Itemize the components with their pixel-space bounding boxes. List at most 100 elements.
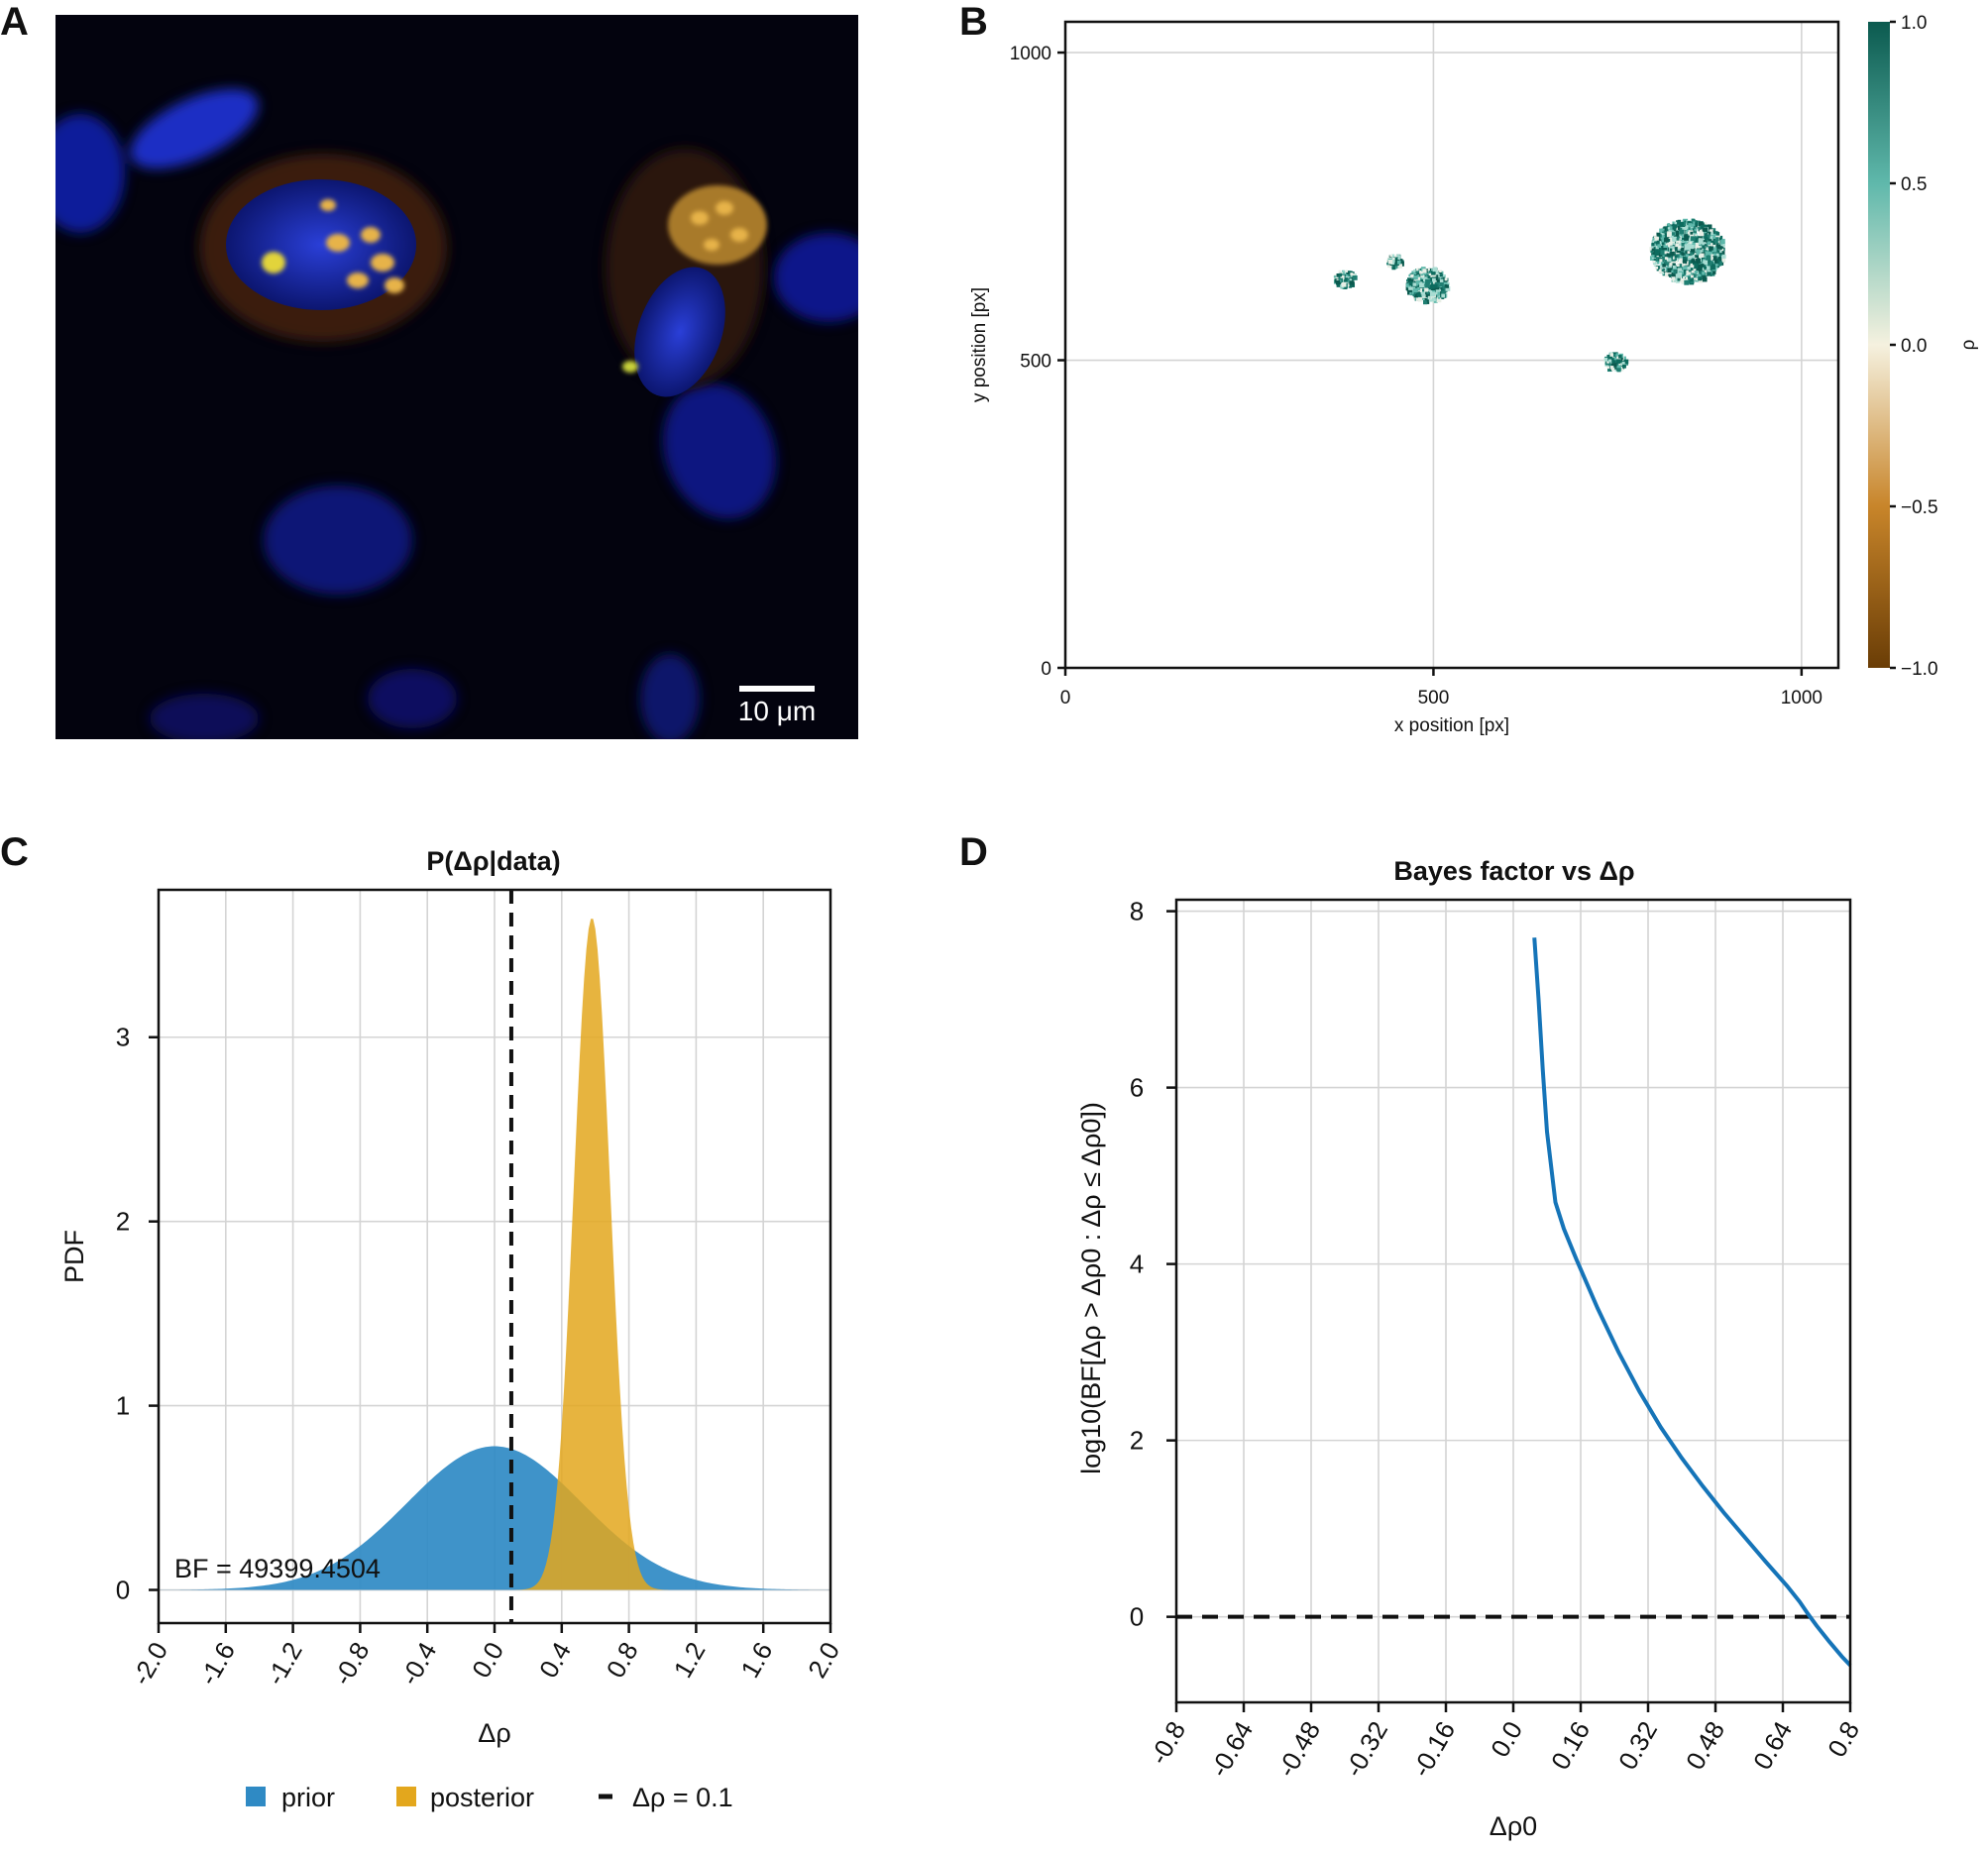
b-x-tick-label: 0 xyxy=(1060,688,1071,708)
b-cluster-pixel xyxy=(1439,273,1443,277)
b-cluster-pixel xyxy=(1688,251,1693,256)
b-cluster-pixel xyxy=(1611,358,1616,364)
b-cluster-pixel xyxy=(1387,263,1392,269)
b-cluster-pixel xyxy=(1698,278,1704,283)
b-cluster-pixel xyxy=(1720,258,1726,263)
d-y-tick-label: 8 xyxy=(1130,897,1144,926)
b-cluster-pixel xyxy=(1390,261,1395,266)
b-cluster-pixel xyxy=(1663,272,1667,274)
b-cluster-pixel xyxy=(1431,271,1436,275)
b-cluster-pixel xyxy=(1439,278,1444,282)
microscopy-image: 10 μm xyxy=(55,15,858,739)
b-cluster-pixel xyxy=(1676,248,1681,254)
c-x-tick-label: 0.4 xyxy=(533,1637,577,1683)
b-cluster-pixel xyxy=(1690,244,1695,250)
b-cluster-pixel xyxy=(1720,248,1724,252)
b-cluster-pixel xyxy=(1700,253,1705,258)
scale-bar xyxy=(739,686,815,692)
b-axis-ticks: 0 500 1000 0 500 1000 xyxy=(1010,44,1822,708)
b-cluster-pixel xyxy=(1344,277,1349,282)
b-cluster-pixel xyxy=(1419,282,1424,288)
b-cluster-pixel xyxy=(1678,255,1684,260)
b-cluster-pixel xyxy=(1443,281,1448,286)
b-cluster-pixel xyxy=(1392,257,1395,261)
b-cluster-pixel xyxy=(1347,278,1350,281)
b-cluster-pixel xyxy=(1668,238,1673,243)
b-cluster-pixel xyxy=(1426,268,1430,272)
b-cluster-pixel xyxy=(1339,279,1342,282)
b-cluster-pixel xyxy=(1681,278,1687,284)
b-cluster-pixel xyxy=(1703,234,1708,239)
b-cluster-pixel xyxy=(1690,274,1694,278)
b-cluster-pixel xyxy=(1712,256,1717,261)
b-cluster-pixel xyxy=(1408,280,1413,285)
b-cluster-pixel xyxy=(1686,270,1691,275)
d-x-tick-label: -0.16 xyxy=(1406,1716,1462,1782)
b-cluster-pixel xyxy=(1702,272,1706,275)
b-cluster-pixel xyxy=(1668,265,1672,269)
b-cluster-pixel xyxy=(1678,241,1683,245)
b-cluster-pixel xyxy=(1711,260,1716,266)
b-cluster-pixel xyxy=(1719,250,1722,254)
b-cluster-pixel xyxy=(1712,234,1718,239)
b-cluster-pixel xyxy=(1679,258,1683,262)
b-cluster-pixel xyxy=(1424,292,1430,298)
b-cluster-pixel xyxy=(1431,283,1434,286)
b-cluster-pixel xyxy=(1695,234,1698,237)
b-cluster-pixel xyxy=(1672,267,1677,272)
b-colorbar-label: ρ xyxy=(1958,339,1979,350)
b-cluster-pixel xyxy=(1425,282,1430,288)
b-cluster-pixel xyxy=(1345,270,1349,273)
b-cluster-pixel xyxy=(1655,266,1659,270)
b-cluster-pixel xyxy=(1427,272,1432,278)
b-cluster-pixel xyxy=(1668,226,1673,231)
b-cluster-pixel xyxy=(1662,272,1665,275)
b-cluster-pixel xyxy=(1685,234,1689,237)
b-cluster-pixel xyxy=(1662,249,1668,255)
b-cluster-pixel xyxy=(1683,275,1686,278)
b-cluster-pixel xyxy=(1618,363,1621,366)
b-cluster-pixel xyxy=(1435,287,1441,293)
c-y-tick-label: 3 xyxy=(116,1023,130,1052)
b-cluster-pixel xyxy=(1410,278,1414,282)
b-cluster-pixel xyxy=(1666,253,1671,258)
b-cluster-pixel xyxy=(1690,247,1696,253)
b-colorbar-tick-label: −1.0 xyxy=(1901,659,1938,680)
b-cluster-pixel xyxy=(1426,273,1429,276)
b-cluster-pixel xyxy=(1397,264,1402,269)
b-cluster-pixel xyxy=(1720,255,1724,259)
b-cluster-pixel xyxy=(1424,273,1428,277)
b-cluster-pixel xyxy=(1652,260,1656,264)
b-cluster-pixel xyxy=(1352,275,1358,280)
b-cluster-pixel xyxy=(1664,261,1668,265)
b-cluster-pixel xyxy=(1616,368,1621,373)
c-y-axis-label: PDF xyxy=(59,1230,89,1283)
b-cluster-pixel xyxy=(1653,247,1659,252)
b-cluster-pixel xyxy=(1434,276,1439,281)
b-cluster-pixel xyxy=(1426,291,1430,294)
d-y-tick-label: 2 xyxy=(1130,1426,1144,1456)
panel-letter-b: B xyxy=(959,0,988,44)
b-cluster-pixel xyxy=(1659,228,1665,234)
b-cluster-pixel xyxy=(1688,223,1693,228)
b-cluster-pixel xyxy=(1660,235,1665,240)
b-cluster-pixel xyxy=(1427,287,1433,293)
b-cluster-pixel xyxy=(1420,278,1424,282)
b-cluster-pixel xyxy=(1651,255,1655,258)
b-cluster-pixel xyxy=(1422,269,1427,273)
b-cluster-pixel xyxy=(1608,359,1612,363)
b-cluster-pixel xyxy=(1663,260,1666,263)
b-cluster-pixel xyxy=(1430,289,1436,294)
b-cluster-pixel xyxy=(1614,365,1619,370)
b-cluster-pixel xyxy=(1394,255,1397,258)
b-cluster-pixel xyxy=(1389,254,1392,258)
b-cluster-pixel xyxy=(1671,242,1675,247)
b-cluster-pixel xyxy=(1716,265,1719,269)
b-cluster-pixel xyxy=(1396,255,1400,259)
b-cluster-pixel xyxy=(1672,232,1676,236)
b-cluster-pixel xyxy=(1700,247,1703,250)
b-cluster-pixel xyxy=(1653,255,1657,259)
b-cluster-pixel xyxy=(1603,357,1608,362)
b-cluster-pixel xyxy=(1612,363,1617,368)
b-cluster-pixel xyxy=(1415,269,1420,273)
